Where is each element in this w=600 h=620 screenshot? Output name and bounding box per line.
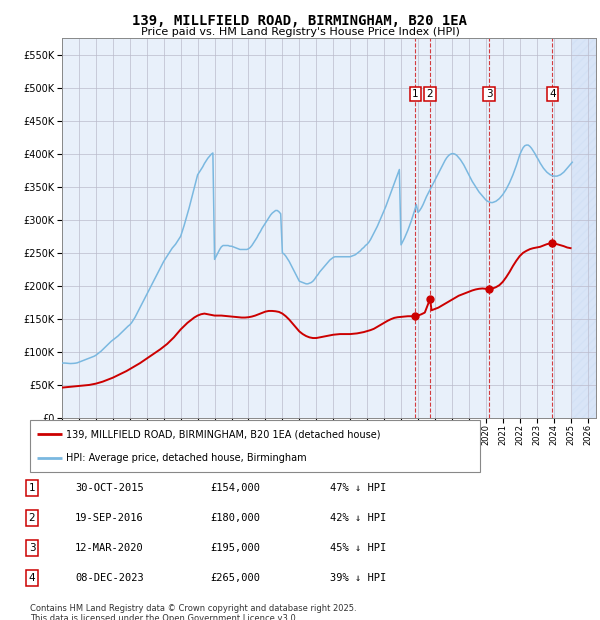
Text: £195,000: £195,000 bbox=[210, 543, 260, 553]
Text: 39% ↓ HPI: 39% ↓ HPI bbox=[330, 573, 386, 583]
Text: 3: 3 bbox=[29, 543, 35, 553]
Text: 3: 3 bbox=[486, 89, 493, 99]
Text: £180,000: £180,000 bbox=[210, 513, 260, 523]
Text: HPI: Average price, detached house, Birmingham: HPI: Average price, detached house, Birm… bbox=[66, 453, 307, 463]
Bar bbox=[572, 38, 596, 418]
FancyBboxPatch shape bbox=[30, 420, 480, 472]
Text: 139, MILLFIELD ROAD, BIRMINGHAM, B20 1EA: 139, MILLFIELD ROAD, BIRMINGHAM, B20 1EA bbox=[133, 14, 467, 28]
Text: 47% ↓ HPI: 47% ↓ HPI bbox=[330, 483, 386, 493]
Text: 12-MAR-2020: 12-MAR-2020 bbox=[75, 543, 144, 553]
Text: £265,000: £265,000 bbox=[210, 573, 260, 583]
Text: 2: 2 bbox=[427, 89, 433, 99]
Text: Price paid vs. HM Land Registry's House Price Index (HPI): Price paid vs. HM Land Registry's House … bbox=[140, 27, 460, 37]
Text: 139, MILLFIELD ROAD, BIRMINGHAM, B20 1EA (detached house): 139, MILLFIELD ROAD, BIRMINGHAM, B20 1EA… bbox=[66, 429, 380, 439]
Text: 30-OCT-2015: 30-OCT-2015 bbox=[75, 483, 144, 493]
Text: 4: 4 bbox=[549, 89, 556, 99]
Text: £154,000: £154,000 bbox=[210, 483, 260, 493]
Text: 45% ↓ HPI: 45% ↓ HPI bbox=[330, 543, 386, 553]
Text: 08-DEC-2023: 08-DEC-2023 bbox=[75, 573, 144, 583]
Text: 2: 2 bbox=[29, 513, 35, 523]
Text: 4: 4 bbox=[29, 573, 35, 583]
Text: 19-SEP-2016: 19-SEP-2016 bbox=[75, 513, 144, 523]
Text: 1: 1 bbox=[412, 89, 418, 99]
Text: Contains HM Land Registry data © Crown copyright and database right 2025.
This d: Contains HM Land Registry data © Crown c… bbox=[30, 604, 356, 620]
Text: 1: 1 bbox=[29, 483, 35, 493]
Text: 42% ↓ HPI: 42% ↓ HPI bbox=[330, 513, 386, 523]
